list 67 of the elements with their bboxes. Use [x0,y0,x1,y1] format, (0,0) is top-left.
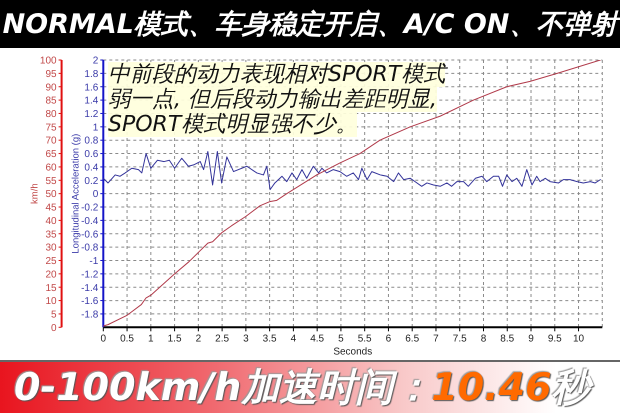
x-tick-label: 5 [338,333,344,344]
y-tick-label: 0.2 [84,176,99,187]
x-tick-label: 5.5 [358,333,372,344]
x-tick-label: 7.5 [452,333,468,344]
y2-tick-label: 95 [45,68,58,80]
x-tick-label: 0.5 [120,333,134,344]
x-tick-label: 8 [480,333,487,344]
x-tick-label: 7 [433,333,440,344]
y2-axis-title: km/h [29,183,40,204]
x-tick-label: 8.5 [500,333,515,344]
y-tick-label: 1.8 [84,68,99,80]
x-tick-label: 2 [196,333,202,344]
y2-tick-label: 20 [45,269,58,280]
x-tick-label: 9 [528,333,534,344]
y2-tick-label: 0 [51,322,58,334]
y-tick-label: -1.6 [81,296,99,308]
y-tick-label: 0.6 [84,149,99,160]
y2-tick-label: 70 [45,136,58,147]
x-tick-label: 3 [243,333,250,344]
y-tick-label: 1.4 [84,96,99,107]
y2-tick-label: 75 [45,122,58,134]
x-tick-label: 6 [386,333,392,344]
y2-tick-label: 35 [45,229,58,240]
y-tick-label: -1 [89,256,99,268]
y2-tick-label: 50 [45,189,58,200]
y2-tick-label: 5 [51,309,58,320]
x-tick-label: 1.5 [168,333,182,344]
y2-tick-label: 25 [45,256,58,268]
y-tick-label: 1 [92,122,99,134]
y-tick-label: 0.4 [84,162,99,174]
y2-tick-label: 100 [40,56,58,67]
y-tick-label: 2 [92,56,99,67]
y-tick-label: 0 [92,189,99,200]
y-tick-label: -0.6 [81,229,99,240]
y-tick-label: 1.2 [84,109,99,120]
x-tick-label: 10 [572,333,585,344]
y-tick-label: 1.6 [84,82,99,94]
y2-tick-label: 60 [45,162,58,174]
y-tick-label: -0.4 [81,216,99,227]
x-tick-label: 2.5 [215,333,230,344]
y2-tick-label: 40 [45,216,58,227]
x-tick-label: 1 [148,333,154,344]
x-tick-label: 6.5 [405,333,420,344]
x-tick-label: 4.5 [310,333,325,344]
x-tick-label: 3.5 [262,333,278,344]
y2-tick-label: 15 [45,282,58,294]
y2-tick-label: 55 [45,176,58,187]
y2-tick-label: 80 [45,109,58,120]
x-tick-label: 4 [290,333,297,344]
y2-tick-label: 65 [45,149,58,160]
y-axis-title: Longitudinal Acceleration (g) [70,134,82,254]
y2-tick-label: 90 [45,82,58,94]
y-tick-label: -1.2 [81,269,99,280]
x-tick-label: 9.5 [548,333,562,344]
y2-tick-label: 45 [45,202,58,214]
y-tick-label: -1.4 [81,282,99,294]
y2-tick-label: 85 [45,96,58,107]
y-tick-label: -0.2 [81,202,99,214]
x-axis-title: Seconds [333,346,372,357]
y-tick-label: -1.8 [81,309,99,320]
x-tick-label: 0 [100,333,107,344]
y-tick-label: 0.8 [84,136,99,147]
line-series [103,151,601,190]
annotation: 中前段的动力表现相对SPORT模式弱一点, 但后段动力输出差距明显, SPORT模式明显强不少。 [108,62,446,137]
y-tick-label: -0.8 [81,242,99,254]
y2-tick-label: 30 [45,242,58,254]
y2-tick-label: 10 [45,296,58,308]
